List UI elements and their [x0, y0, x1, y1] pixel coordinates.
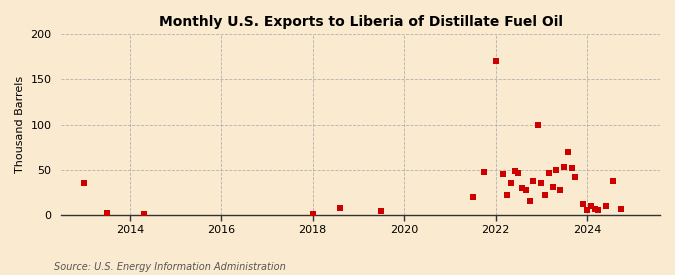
Point — [467, 195, 478, 199]
Point — [616, 206, 626, 211]
Point — [498, 172, 509, 177]
Point — [510, 168, 520, 173]
Point — [543, 171, 554, 175]
Point — [479, 170, 489, 175]
Point — [524, 199, 535, 204]
Point — [490, 59, 501, 64]
Point — [593, 208, 603, 213]
Point — [539, 193, 550, 197]
Point — [376, 209, 387, 213]
Title: Monthly U.S. Exports to Liberia of Distillate Fuel Oil: Monthly U.S. Exports to Liberia of Disti… — [159, 15, 563, 29]
Point — [505, 181, 516, 185]
Point — [528, 179, 539, 184]
Point — [585, 204, 596, 208]
Point — [547, 185, 558, 189]
Point — [513, 171, 524, 175]
Point — [589, 207, 600, 212]
Point — [562, 149, 573, 154]
Point — [555, 188, 566, 193]
Text: Source: U.S. Energy Information Administration: Source: U.S. Energy Information Administ… — [54, 262, 286, 272]
Point — [79, 181, 90, 185]
Point — [520, 187, 531, 192]
Point — [502, 193, 512, 197]
Point — [307, 212, 318, 216]
Point — [532, 123, 543, 128]
Y-axis label: Thousand Barrels: Thousand Barrels — [15, 76, 25, 173]
Point — [102, 211, 113, 215]
Point — [578, 202, 589, 206]
Point — [536, 181, 547, 185]
Point — [601, 204, 612, 208]
Point — [566, 166, 577, 170]
Point — [551, 167, 562, 172]
Point — [335, 205, 346, 210]
Point — [608, 178, 619, 183]
Point — [570, 175, 581, 179]
Point — [581, 208, 592, 213]
Point — [516, 186, 527, 190]
Point — [138, 212, 149, 216]
Point — [559, 165, 570, 169]
